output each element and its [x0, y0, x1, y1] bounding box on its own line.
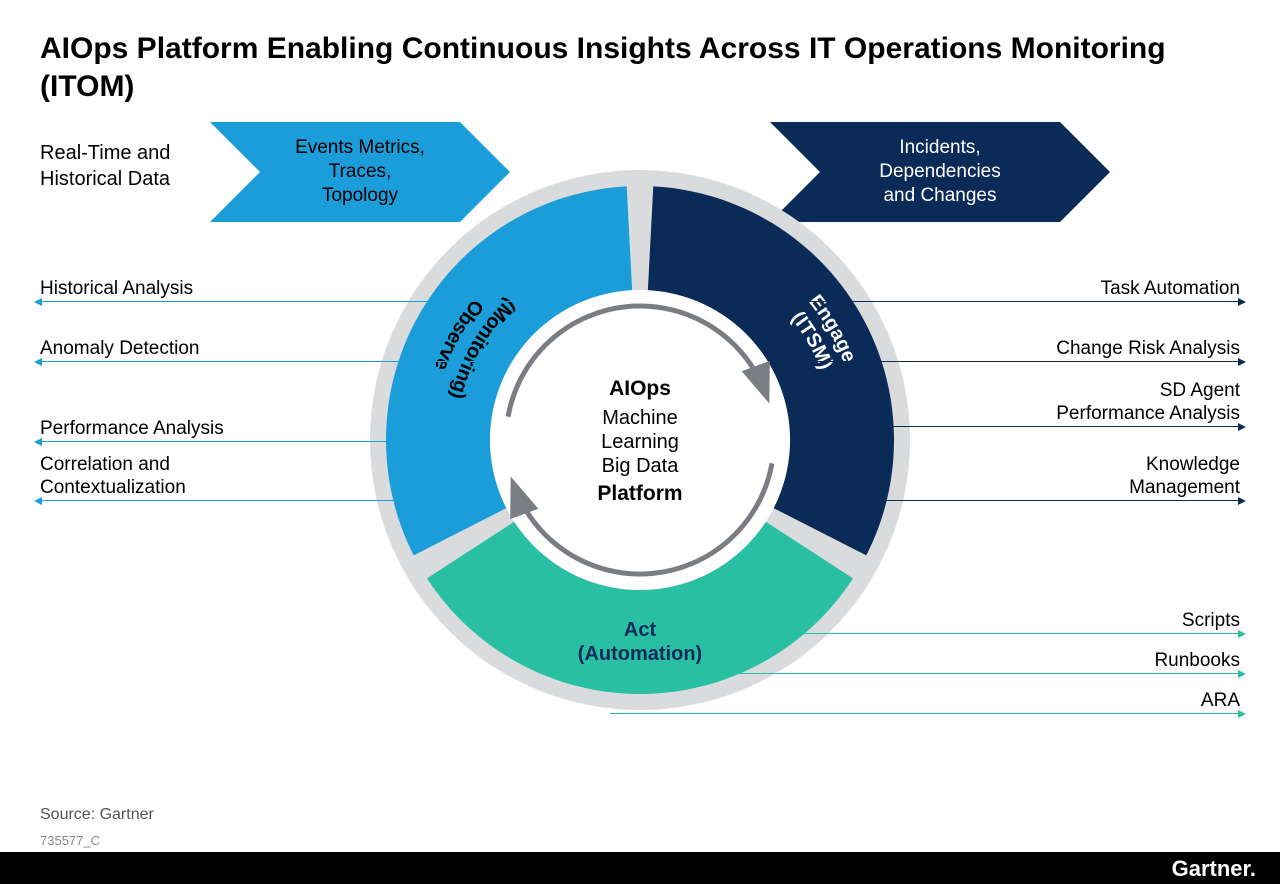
source-label: Source: Gartner — [40, 806, 154, 824]
annotation-item: Task Automation — [940, 278, 1240, 301]
wheel-diagram: Observe (Monitoring) Engage (ITSM) Act (… — [0, 0, 1280, 884]
annotation-text: Performance Analysis — [40, 418, 340, 441]
annotation-text: Historical Analysis — [40, 278, 340, 301]
annotation-text: Scripts — [940, 610, 1240, 633]
annotation-item: Change Risk Analysis — [940, 338, 1240, 361]
annotation-text: ARA — [940, 690, 1240, 713]
annotation-item: Correlation and Contextualization — [40, 454, 340, 500]
annotation-text: Correlation and Contextualization — [40, 454, 340, 500]
annotation-text: Anomaly Detection — [40, 338, 340, 361]
gartner-logo: Gartner. — [1172, 856, 1256, 882]
ref-id: 735577_C — [40, 833, 100, 848]
svg-text:AIOps: AIOps — [609, 377, 671, 400]
annotation-item: Historical Analysis — [40, 278, 340, 301]
footer-bar: Gartner. — [0, 852, 1280, 884]
annotation-text: SD Agent Performance Analysis — [940, 380, 1240, 426]
svg-text:Learning: Learning — [601, 431, 679, 453]
annotation-item: Runbooks — [940, 650, 1240, 673]
annotation-item: Performance Analysis — [40, 418, 340, 441]
svg-text:Act: Act — [624, 619, 657, 641]
annotation-item: Scripts — [940, 610, 1240, 633]
annotation-text: Change Risk Analysis — [940, 338, 1240, 361]
annotation-text: Knowledge Management — [940, 454, 1240, 500]
annotation-text: Task Automation — [940, 278, 1240, 301]
annotation-item: Anomaly Detection — [40, 338, 340, 361]
svg-text:(Automation): (Automation) — [578, 643, 702, 665]
annotation-item: ARA — [940, 690, 1240, 713]
svg-text:Machine: Machine — [602, 407, 678, 429]
annotation-text: Runbooks — [940, 650, 1240, 673]
annotation-item: Knowledge Management — [940, 454, 1240, 500]
svg-text:Big Data: Big Data — [602, 455, 680, 477]
svg-text:Platform: Platform — [597, 482, 682, 505]
annotation-item: SD Agent Performance Analysis — [940, 380, 1240, 426]
